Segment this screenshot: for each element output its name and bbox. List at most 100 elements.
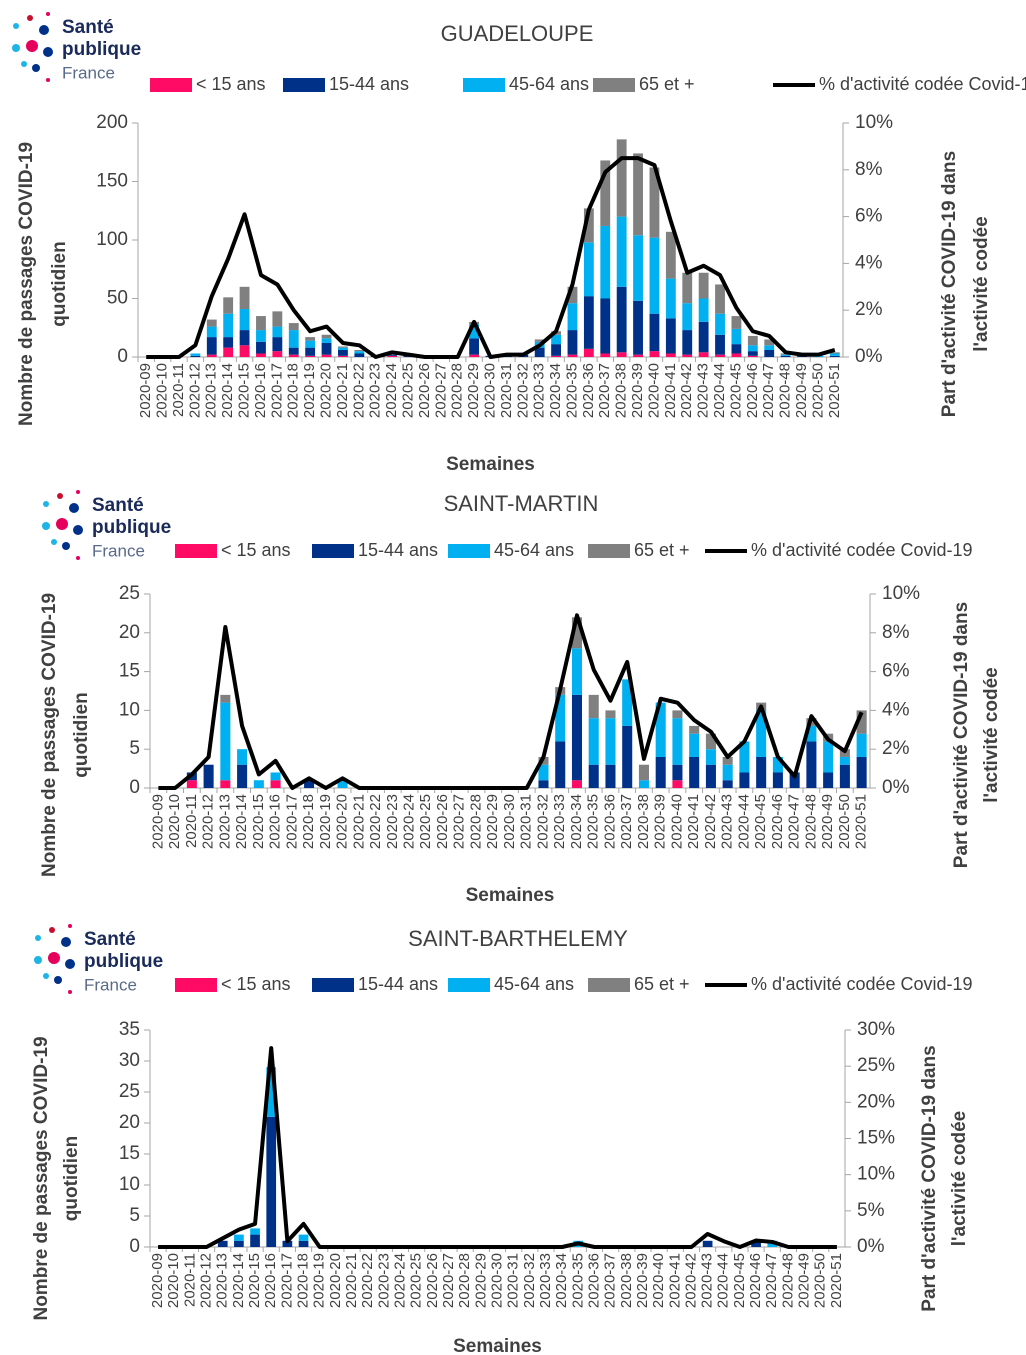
bar-segment: [698, 321, 709, 353]
bar-segment: [387, 355, 398, 357]
x-tick-label: 2020-30: [481, 363, 498, 418]
bar-segment: [206, 326, 217, 338]
bar-segment: [665, 231, 676, 279]
x-tick-label: 2020-36: [601, 794, 618, 849]
bar-segment: [715, 284, 725, 314]
y2-tick-label: 5%: [857, 1200, 885, 1221]
bar-segment: [698, 352, 709, 357]
x-tick-label: 2020-50: [809, 363, 826, 418]
logo-dot: [51, 539, 57, 545]
logo-dot: [26, 40, 38, 52]
logo-dot: [68, 990, 72, 994]
x-tick-label: 2020-37: [596, 363, 613, 418]
y-axis-title: Nombre de passages COVID-19: [16, 142, 37, 426]
y2-tick-label: 2%: [855, 299, 883, 320]
y-axis-title: Nombre de passages COVID-19: [31, 1036, 52, 1320]
bar-segment: [305, 340, 316, 348]
logo-dot: [48, 952, 60, 964]
x-tick-label: 2020-30: [501, 794, 518, 849]
x-tick-label: 2020-31: [505, 1253, 522, 1308]
x-tick-label: 2020-51: [828, 1253, 845, 1308]
bar-segment: [534, 347, 545, 357]
bar-segment: [571, 648, 582, 695]
legend-label: 65 et +: [639, 74, 695, 94]
x-tick-label: 2020-14: [233, 794, 250, 849]
y2-axis-title: Part d'activité COVID-19 dans: [919, 1045, 940, 1311]
bar-segment: [633, 153, 643, 236]
x-tick-label: 2020-26: [416, 363, 433, 418]
legend-label: 45-64 ans: [509, 74, 589, 94]
bar-segment: [298, 1240, 309, 1247]
bar-segment: [638, 780, 649, 788]
bar-segment: [288, 323, 299, 331]
x-tick-label: 2020-24: [383, 363, 400, 418]
legend-label: 45-64 ans: [494, 540, 574, 560]
y-axis-title: quotidien: [61, 1136, 82, 1221]
logo-text: France: [84, 975, 137, 994]
y2-tick-label: 30%: [857, 1019, 895, 1040]
x-tick-label: 2020-11: [170, 363, 187, 417]
x-tick-label: 2020-23: [384, 794, 401, 849]
y-tick-label: 10: [119, 699, 140, 720]
bar-segment: [190, 353, 201, 356]
bar-segment: [469, 324, 480, 339]
x-tick-label: 2020-36: [585, 1253, 602, 1308]
bar-segment: [780, 354, 791, 356]
x-tick-label: 2020-47: [763, 1253, 780, 1308]
x-tick-label: 2020-13: [214, 1253, 231, 1308]
x-tick-label: 2020-34: [547, 363, 564, 418]
logo-dot: [76, 490, 80, 494]
bar-segment: [354, 353, 365, 357]
x-tick-label: 2020-19: [301, 363, 318, 418]
bar-segment: [622, 725, 633, 788]
logo-dot: [62, 542, 70, 550]
y2-tick-label: 25%: [857, 1055, 895, 1076]
bar-segment: [567, 330, 578, 355]
bar-segment: [288, 354, 299, 357]
x-tick-label: 2020-47: [786, 794, 803, 849]
x-tick-label: 2020-18: [295, 1253, 312, 1308]
x-tick-label: 2020-28: [449, 363, 466, 418]
x-tick-label: 2020-39: [652, 794, 669, 849]
bar-segment: [571, 617, 582, 649]
logo-dot: [57, 493, 63, 499]
bar-segment: [272, 351, 283, 357]
bar-segment: [616, 139, 627, 217]
bar-segment: [256, 316, 266, 331]
bar-segment: [655, 702, 666, 757]
x-tick-label: 2020-18: [300, 794, 317, 849]
logo-dot: [21, 61, 27, 67]
bar-segment: [250, 1228, 260, 1235]
bar-segment: [839, 756, 850, 765]
y-tick-label: 25: [119, 583, 140, 604]
x-tick-label: 2020-27: [440, 1253, 457, 1308]
x-axis-title: Semaines: [446, 454, 535, 475]
x-tick-label: 2020-21: [343, 1253, 360, 1308]
y-tick-label: 20: [119, 1112, 140, 1133]
bar-segment: [605, 718, 616, 765]
bar-segment: [237, 749, 248, 765]
x-tick-label: 2020-23: [367, 363, 384, 418]
bar-segment: [234, 1240, 244, 1247]
logo-text: France: [62, 63, 115, 82]
legend-label: 45-64 ans: [494, 974, 574, 994]
x-tick-label: 2020-10: [154, 363, 171, 418]
y2-tick-label: 8%: [855, 159, 883, 180]
x-tick-label: 2020-22: [367, 794, 384, 849]
x-tick-label: 2020-31: [498, 363, 515, 418]
x-tick-label: 2020-18: [285, 363, 302, 418]
bar-segment: [605, 764, 616, 788]
bar-segment: [567, 286, 578, 304]
x-tick-label: 2020-27: [432, 363, 449, 418]
logo-text: Santé: [62, 17, 114, 38]
bar-segment: [223, 297, 234, 314]
logo-dot: [35, 935, 41, 941]
x-tick-label: 2020-33: [551, 794, 568, 849]
x-tick-label: 2020-15: [246, 1253, 263, 1308]
logo-dot: [68, 924, 72, 928]
bar-segment: [282, 1240, 293, 1247]
bar-segment: [387, 354, 398, 356]
y-tick-label: 15: [119, 1143, 140, 1164]
y-tick-label: 150: [96, 171, 128, 192]
